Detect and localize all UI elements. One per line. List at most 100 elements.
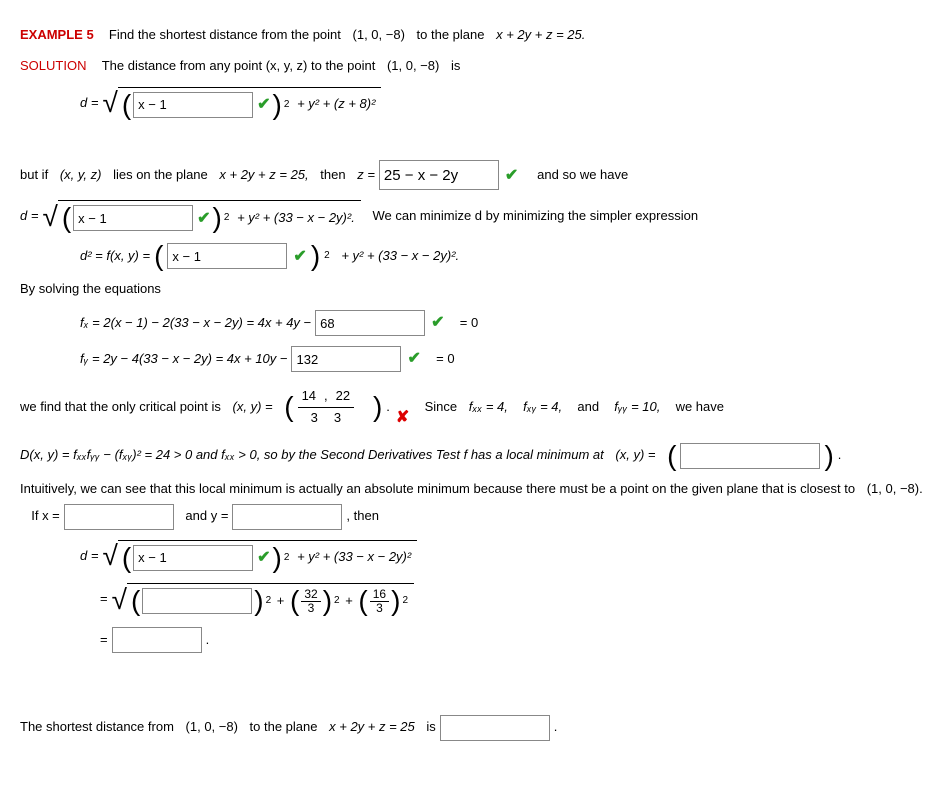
cp-fxy: fₓᵧ = 4, [523,397,562,418]
f1n: 32 [301,588,320,602]
fx-input[interactable] [315,310,425,336]
plane-eq: x + 2y + z = 25. [496,25,585,46]
check-icon: ✔ [197,206,210,232]
deval2-prefix: = [100,589,108,610]
sqrt-wrap-3: √ ( ✔ )2 + y² + (33 − x − 2y)² [102,540,417,573]
cp-text1: we find that the only critical point is [20,397,221,418]
intuit-row: Intuitively, we can see that this local … [20,479,924,530]
cp-fxx: fₓₓ = 4, [469,397,508,418]
deval-input[interactable] [133,545,253,571]
cp-fyy: fᵧᵧ = 10, [614,397,660,418]
solving-heading: By solving the equations [20,279,924,300]
d-equation-2: d = √ ( ✔ )2 + y² + (33 − x − 2y)². We c… [20,200,924,233]
check-icon: ✔ [431,310,444,336]
sup-2: 2 [402,593,408,609]
D-xyeq: (x, y) = [615,445,655,466]
final-text: The shortest distance from [20,717,174,738]
final-pt: (1, 0, −8) [186,717,238,738]
sqrt-content-4: ( )2 + ( 32 3 )2 + ( 16 3 )2 [127,583,414,617]
d-eval-1: d = √ ( ✔ )2 + y² + (33 − x − 2y)² [80,540,924,573]
d2-mid: + y² + (33 − x − 2y)². [237,208,355,229]
fy-tail: = 0 [436,349,454,370]
butif-plane: x + 2y + z = 25, [219,165,308,186]
sup-2: 2 [284,550,290,566]
butif-input[interactable] [379,160,499,190]
sqrt-content-2: ( ✔ )2 + y² + (33 − x − 2y)². [58,200,361,233]
butif-xyz: (x, y, z) [60,165,102,186]
final-dot: . [554,717,558,738]
example-label: EXAMPLE 5 [20,25,94,46]
final-input[interactable] [440,715,550,741]
cp-text2: Since [425,397,458,418]
frac-16-3: 16 3 [370,588,389,615]
frac-32-3: 32 3 [301,588,320,615]
d2-prefix: d = [20,206,38,227]
cp-den2: 3 [334,408,341,429]
check-icon: ✔ [293,244,306,270]
cp-xyeq: (x, y) = [233,397,273,418]
sqrt-content-3: ( ✔ )2 + y² + (33 − x − 2y)² [118,540,417,573]
sqrt-wrap-2: √ ( ✔ )2 + y² + (33 − x − 2y)². [42,200,360,233]
sup-2: 2 [266,593,272,609]
intuit-text1: Intuitively, we can see that this local … [20,479,855,500]
intuit-x-input[interactable] [64,504,174,530]
d3-prefix: d² = f(x, y) = [80,246,150,267]
final-is: is [426,717,435,738]
f2d: 3 [373,602,386,615]
example-point: (1, 0, −8) [353,25,405,46]
d3-suffix: + y² + (33 − x − 2y)². [341,246,459,267]
sup-2: 2 [224,210,230,226]
d1-prefix: d = [80,93,98,114]
sqrt-wrap-1: √ ( ✔ )2 + y² + (z + 8)² [102,87,381,120]
D-text: D(x, y) = fₓₓfᵧᵧ − (fₓᵧ)² = 24 > 0 and f… [20,445,604,466]
solution-row: SOLUTION The distance from any point (x,… [20,56,924,77]
final-row: The shortest distance from (1, 0, −8) to… [20,715,924,741]
intuit-then: , then [346,506,379,527]
fy-row: fᵧ = 2y − 4(33 − x − 2y) = 4x + 10y − ✔ … [80,346,924,372]
cross-icon: ✘ [396,405,409,431]
D-input[interactable] [680,443,820,469]
solution-label: SOLUTION [20,56,86,77]
d2-tail: We can minimize d by minimizing the simp… [372,206,698,227]
sup-2: 2 [284,97,290,113]
d3-input[interactable] [167,243,287,269]
d-equation-1: d = √ ( ✔ )2 + y² + (z + 8)² [80,87,924,120]
deval-suffix: + y² + (33 − x − 2y)² [297,547,411,568]
fy-input[interactable] [291,346,401,372]
solution-point: (1, 0, −8) [387,56,439,77]
d-equation-3: d² = f(x, y) = ( ✔ )2 + y² + (33 − x − 2… [80,243,924,269]
f2n: 16 [370,588,389,602]
intuit-andy: and y = [185,506,228,527]
deval3-prefix: = [100,630,108,651]
check-icon: ✔ [505,163,518,189]
cp-frac-nums: 14 , 22 [298,386,355,408]
sqrt-content-1: ( ✔ )2 + y² + (z + 8)² [118,87,382,120]
cp-tail: we have [676,397,724,418]
sup-2: 2 [324,248,330,264]
critpoint-row: we find that the only critical point is … [20,386,924,429]
cp-num2: 22 [336,386,350,407]
check-icon: ✔ [257,92,270,118]
butif-text2: lies on the plane [113,165,208,186]
d1-input[interactable] [133,92,253,118]
intuit-ifx: If x = [31,506,60,527]
example-text: Find the shortest distance from the poin… [109,25,341,46]
deval2-input[interactable] [142,588,252,614]
butif-row: but if (x, y, z) lies on the plane x + 2… [20,160,924,190]
cp-and: and [577,397,599,418]
intuit-y-input[interactable] [232,504,342,530]
d-eval-2: = √ ( )2 + ( 32 3 )2 + ( 16 3 )2 [100,583,924,617]
solution-is: is [451,56,460,77]
sup-2: 2 [334,593,340,609]
cp-frac-dens: 3 3 [307,408,345,429]
final-plane: x + 2y + z = 25 [329,717,415,738]
fx-tail: = 0 [460,313,478,334]
D-row: D(x, y) = fₓₓfᵧᵧ − (fₓᵧ)² = 24 > 0 and f… [20,443,924,469]
solution-intro: The distance from any point (x, y, z) to… [102,56,376,77]
d2-input[interactable] [73,205,193,231]
butif-then: then [320,165,345,186]
check-icon: ✔ [257,545,270,571]
butif-tail: and so we have [537,165,628,186]
fy-pre: fᵧ = 2y − 4(33 − x − 2y) = 4x + 10y − [80,349,287,370]
deval3-input[interactable] [112,627,202,653]
